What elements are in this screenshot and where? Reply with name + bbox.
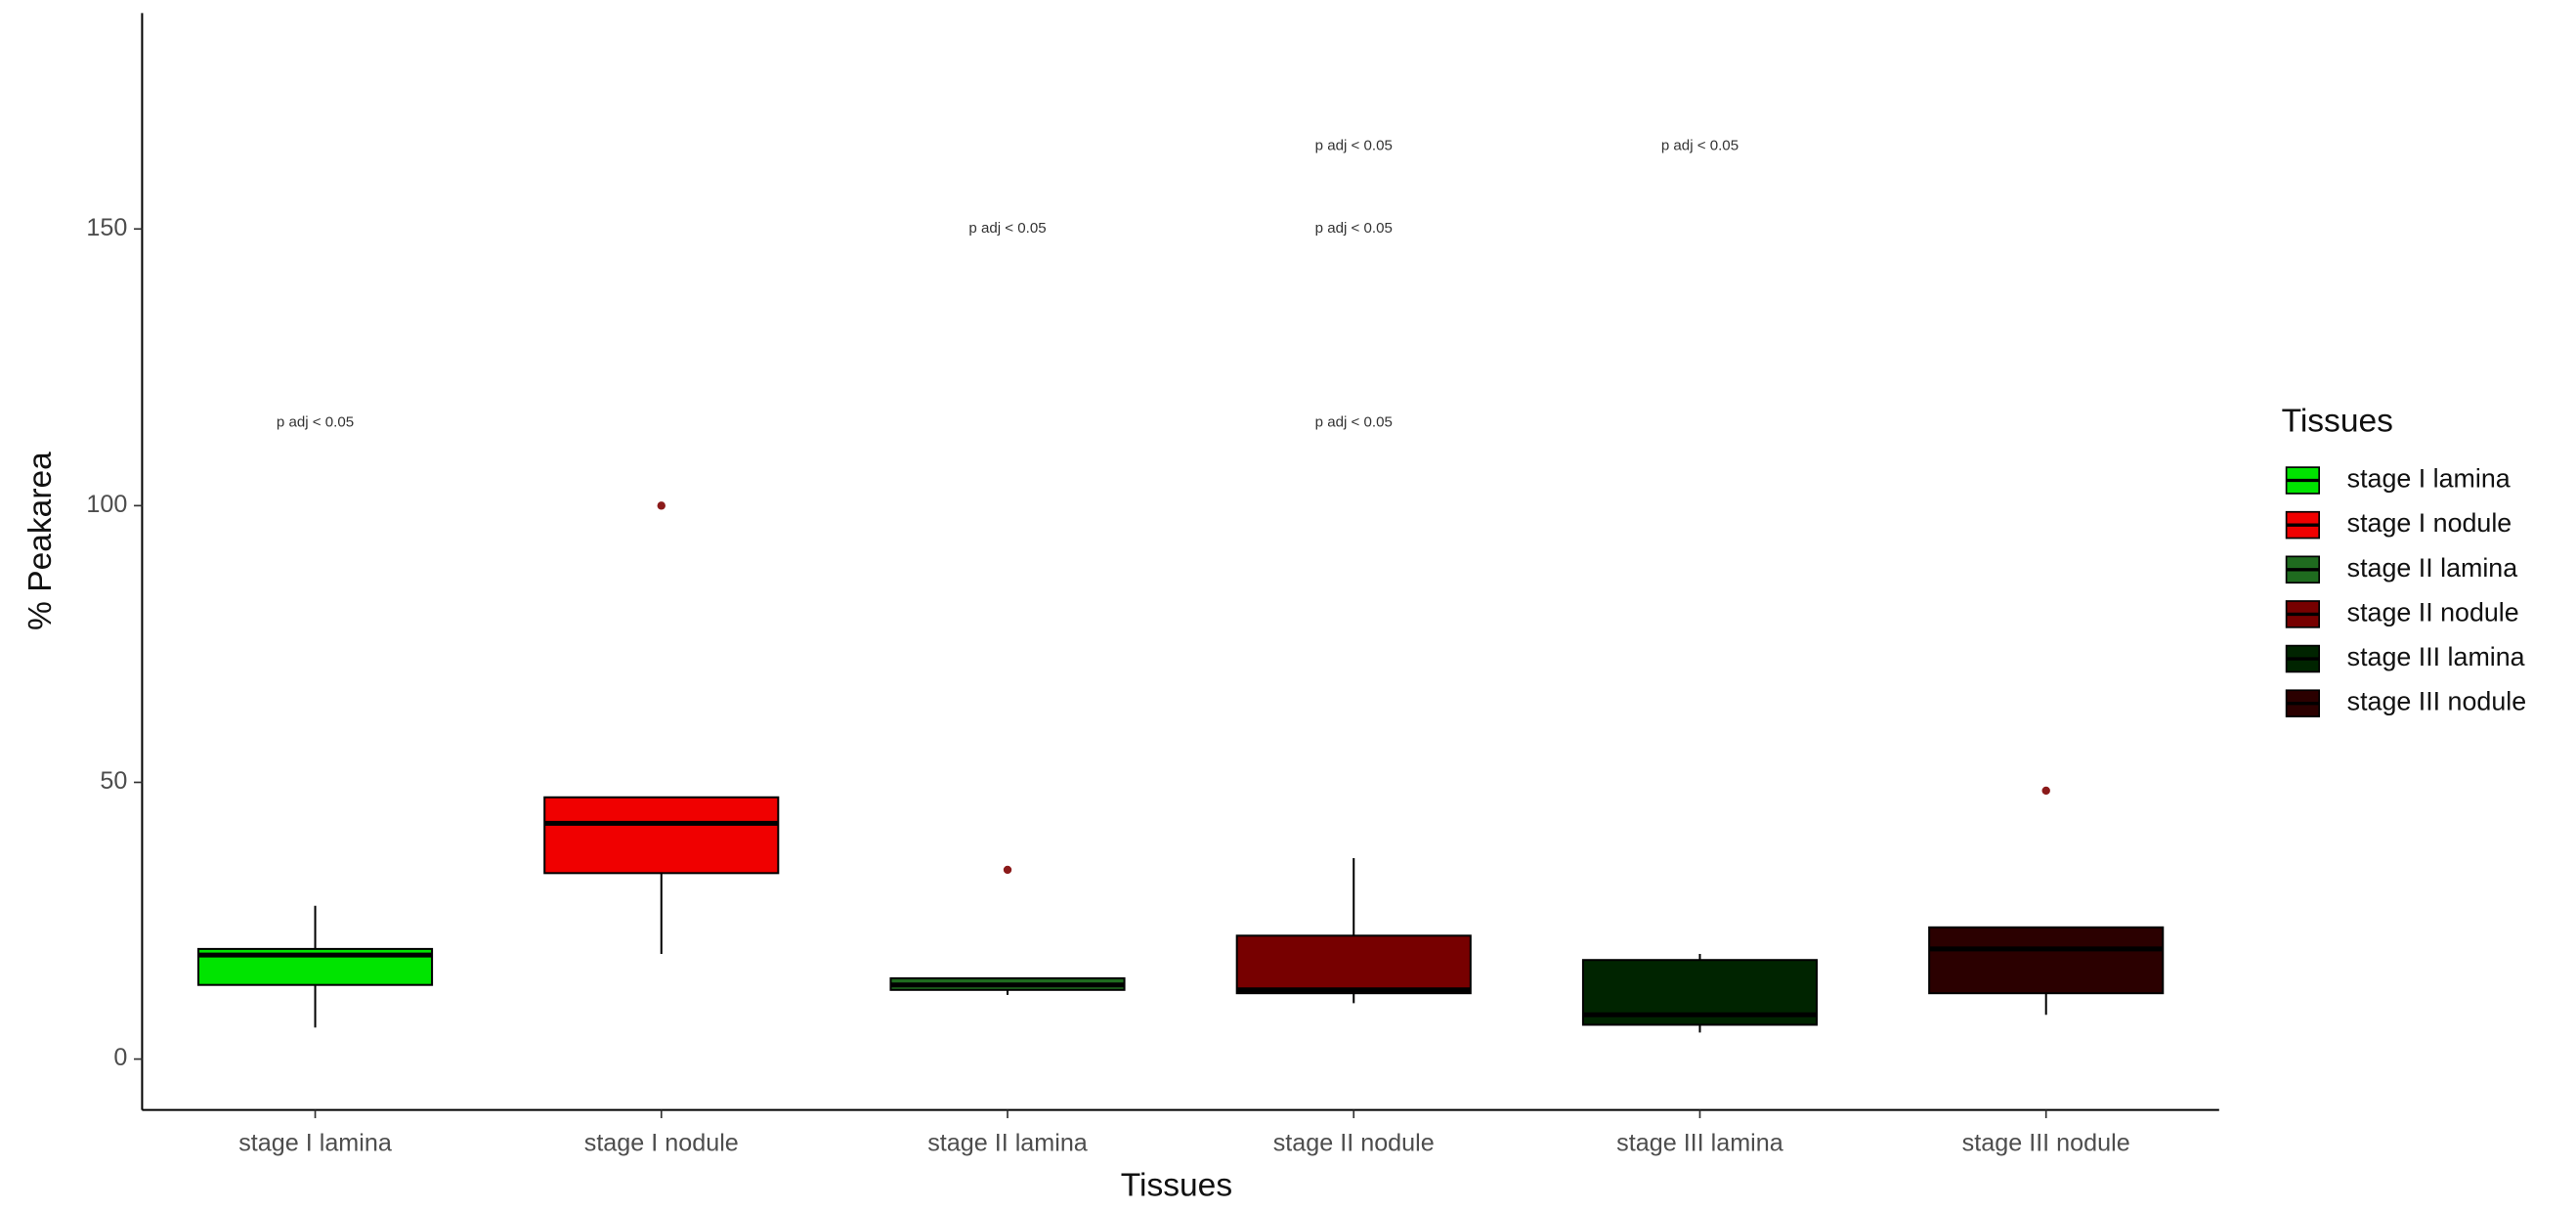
annotation: p adj < 0.05: [1315, 413, 1393, 430]
x-tick-label: stage II lamina: [927, 1130, 1088, 1157]
x-tick-label: stage I nodule: [584, 1130, 739, 1157]
legend-label: stage II lamina: [2347, 553, 2518, 583]
y-tick-label: 150: [86, 214, 127, 241]
annotation: p adj < 0.05: [1315, 220, 1393, 237]
annotation: p adj < 0.05: [1315, 137, 1393, 153]
y-tick-label: 0: [113, 1044, 127, 1071]
x-tick-label: stage II nodule: [1273, 1130, 1435, 1157]
outlier: [657, 501, 665, 510]
box: [1235, 934, 1472, 995]
legend-label: stage II nodule: [2347, 597, 2519, 627]
outlier: [2041, 786, 2050, 796]
annotation: p adj < 0.05: [1661, 137, 1739, 153]
annotation: p adj < 0.05: [968, 220, 1046, 237]
y-tick-label: 50: [100, 767, 127, 795]
x-tick-label: stage III lamina: [1616, 1130, 1783, 1157]
x-axis-title: Tissues: [1121, 1167, 1232, 1203]
annotation: p adj < 0.05: [277, 413, 354, 430]
y-tick-label: 100: [86, 491, 127, 518]
legend-label: stage III nodule: [2347, 687, 2526, 716]
x-tick-label: stage III nodule: [1962, 1130, 2130, 1157]
x-tick-label: stage I lamina: [238, 1130, 392, 1157]
legend-label: stage I nodule: [2347, 508, 2512, 538]
box: [543, 796, 780, 875]
y-axis-title: % Peakarea: [22, 452, 59, 630]
legend-label: stage III lamina: [2347, 642, 2525, 671]
legend-title: Tissues: [2282, 404, 2393, 440]
box: [1928, 926, 2165, 995]
legend-label: stage I lamina: [2347, 464, 2511, 494]
outlier: [1003, 865, 1012, 875]
